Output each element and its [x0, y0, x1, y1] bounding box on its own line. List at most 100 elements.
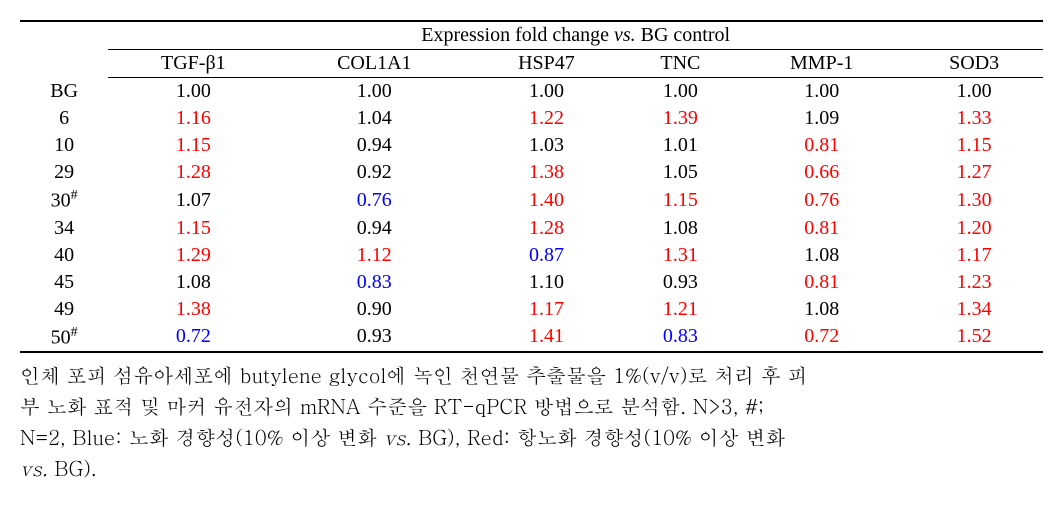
data-cell: 1.00 [738, 78, 905, 106]
data-cell: 1.00 [108, 78, 278, 106]
data-cell: 1.00 [623, 78, 738, 106]
data-cell: 1.07 [108, 186, 278, 215]
data-cell: 1.30 [905, 186, 1043, 215]
data-cell: 1.01 [623, 132, 738, 159]
row-label: 50# [20, 323, 108, 353]
row-label: 45 [20, 269, 108, 296]
column-header: TGF-β1 [108, 50, 278, 78]
footnote-line3b: BG), Red: 항노화 경향성(10% 이상 변화 [411, 422, 785, 451]
data-cell: 1.08 [623, 215, 738, 242]
data-cell: 1.17 [905, 242, 1043, 269]
table-row: 291.280.921.381.050.661.27 [20, 159, 1043, 186]
table-row: 101.150.941.031.010.811.15 [20, 132, 1043, 159]
data-cell: 1.00 [470, 78, 622, 106]
data-cell: 1.28 [470, 215, 622, 242]
row-label: 49 [20, 296, 108, 323]
data-cell: 1.15 [108, 132, 278, 159]
expression-table: Expression fold change vs. BG control TG… [20, 20, 1043, 353]
row-label: BG [20, 78, 108, 106]
data-cell: 1.31 [623, 242, 738, 269]
data-cell: 1.34 [905, 296, 1043, 323]
footnote-line3a: N=2, Blue: 노화 경향성(10% 이상 변화 [20, 422, 384, 451]
span-title-part1: Expression fold change [421, 24, 614, 46]
row-label: 40 [20, 242, 108, 269]
data-cell: 0.76 [278, 186, 470, 215]
data-cell: 0.81 [738, 215, 905, 242]
data-cell: 1.15 [108, 215, 278, 242]
table-row: 401.291.120.871.311.081.17 [20, 242, 1043, 269]
data-cell: 1.22 [470, 105, 622, 132]
data-cell: 1.17 [470, 296, 622, 323]
data-cell: 1.29 [108, 242, 278, 269]
column-header: SOD3 [905, 50, 1043, 78]
data-cell: 1.08 [738, 296, 905, 323]
data-cell: 1.21 [623, 296, 738, 323]
data-cell: 1.00 [905, 78, 1043, 106]
data-cell: 0.92 [278, 159, 470, 186]
data-cell: 0.83 [623, 323, 738, 353]
data-cell: 1.33 [905, 105, 1043, 132]
row-label: 30# [20, 186, 108, 215]
data-cell: 1.52 [905, 323, 1043, 353]
data-cell: 0.83 [278, 269, 470, 296]
table-row: 50#0.720.931.410.830.721.52 [20, 323, 1043, 353]
data-cell: 1.08 [738, 242, 905, 269]
data-cell: 1.38 [108, 296, 278, 323]
table-row: 30#1.070.761.401.150.761.30 [20, 186, 1043, 215]
row-label: 10 [20, 132, 108, 159]
data-cell: 1.12 [278, 242, 470, 269]
data-cell: 0.94 [278, 215, 470, 242]
data-cell: 0.76 [738, 186, 905, 215]
data-cell: 0.81 [738, 132, 905, 159]
span-title-part2: BG control [636, 24, 730, 46]
table-row: 451.080.831.100.930.811.23 [20, 269, 1043, 296]
data-cell: 1.23 [905, 269, 1043, 296]
data-cell: 1.20 [905, 215, 1043, 242]
data-cell: 1.41 [470, 323, 622, 353]
data-cell: 1.39 [623, 105, 738, 132]
data-cell: 1.28 [108, 159, 278, 186]
footnote-line4b: BG). [48, 453, 97, 482]
data-cell: 1.00 [278, 78, 470, 106]
row-label: 34 [20, 215, 108, 242]
column-header: TNC [623, 50, 738, 78]
table-span-header: Expression fold change vs. BG control [108, 21, 1043, 50]
data-cell: 0.93 [278, 323, 470, 353]
hash-icon: # [71, 325, 78, 340]
column-header: COL1A1 [278, 50, 470, 78]
hash-icon: # [71, 188, 78, 203]
footnote-vs2: vs. [20, 453, 48, 482]
data-cell: 0.72 [738, 323, 905, 353]
table-row: 491.380.901.171.211.081.34 [20, 296, 1043, 323]
data-cell: 0.94 [278, 132, 470, 159]
data-cell: 1.15 [905, 132, 1043, 159]
row-label: 6 [20, 105, 108, 132]
data-cell: 1.03 [470, 132, 622, 159]
data-cell: 0.81 [738, 269, 905, 296]
data-cell: 1.10 [470, 269, 622, 296]
data-cell: 1.15 [623, 186, 738, 215]
data-cell: 1.16 [108, 105, 278, 132]
data-cell: 1.27 [905, 159, 1043, 186]
table-row: 341.150.941.281.080.811.20 [20, 215, 1043, 242]
data-cell: 1.40 [470, 186, 622, 215]
row-label: 29 [20, 159, 108, 186]
table-row: 61.161.041.221.391.091.33 [20, 105, 1043, 132]
column-header: MMP-1 [738, 50, 905, 78]
data-cell: 0.90 [278, 296, 470, 323]
footnote-vs1: vs. [384, 422, 412, 451]
empty-subheader [20, 50, 108, 78]
footnote-line1: 인체 포피 섬유아세포에 butylene glycol에 녹인 천연물 추출물… [20, 360, 807, 389]
data-cell: 0.87 [470, 242, 622, 269]
data-cell: 0.93 [623, 269, 738, 296]
table-row: BG1.001.001.001.001.001.00 [20, 78, 1043, 106]
data-cell: 0.72 [108, 323, 278, 353]
data-cell: 0.66 [738, 159, 905, 186]
data-cell: 1.05 [623, 159, 738, 186]
span-title-italic: vs. [614, 24, 636, 46]
empty-header [20, 21, 108, 50]
data-cell: 1.04 [278, 105, 470, 132]
data-cell: 1.38 [470, 159, 622, 186]
data-cell: 1.09 [738, 105, 905, 132]
footnote-line2: 부 노화 표적 및 마커 유전자의 mRNA 수준을 RT-qPCR 방법으로 … [20, 391, 764, 420]
